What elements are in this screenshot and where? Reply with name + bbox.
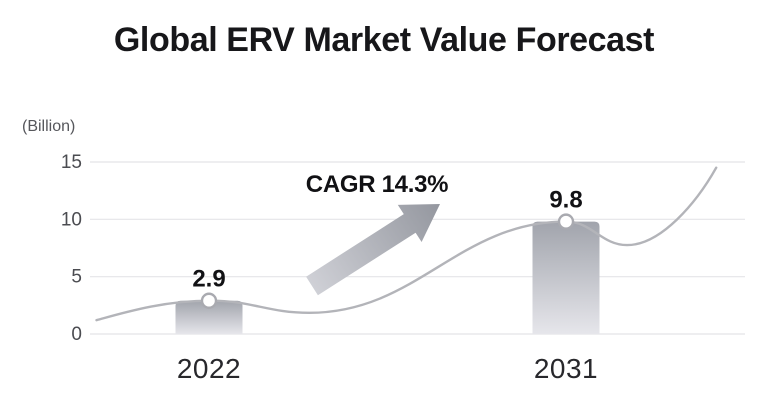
y-tick-label: 15 bbox=[61, 152, 82, 173]
chart-title: Global ERV Market Value Forecast bbox=[113, 21, 655, 59]
cagr-arrow-icon bbox=[306, 204, 440, 296]
x-axis-label: 2022 bbox=[177, 353, 241, 384]
y-tick-label: 5 bbox=[71, 267, 82, 288]
cagr-annotation: CAGR 14.3% bbox=[305, 171, 449, 198]
y-tick-label: 10 bbox=[61, 209, 82, 230]
bar bbox=[175, 300, 243, 334]
y-axis-unit-label: (Billion) bbox=[22, 118, 76, 135]
y-axis-tick-labels: 0 5 10 15 bbox=[61, 152, 82, 345]
bars bbox=[175, 221, 600, 334]
bar-value-label: 9.8 bbox=[549, 187, 582, 214]
bar-value-label: 2.9 bbox=[192, 266, 225, 293]
bar bbox=[532, 221, 600, 334]
data-point-marker bbox=[200, 292, 218, 309]
x-axis-labels: 2022 2031 bbox=[177, 353, 598, 384]
y-tick-label: 0 bbox=[71, 324, 82, 345]
markers bbox=[200, 213, 575, 309]
data-point-marker bbox=[557, 213, 575, 230]
x-axis-label: 2031 bbox=[534, 353, 598, 384]
value-labels: 2.9 9.8 bbox=[192, 187, 582, 293]
